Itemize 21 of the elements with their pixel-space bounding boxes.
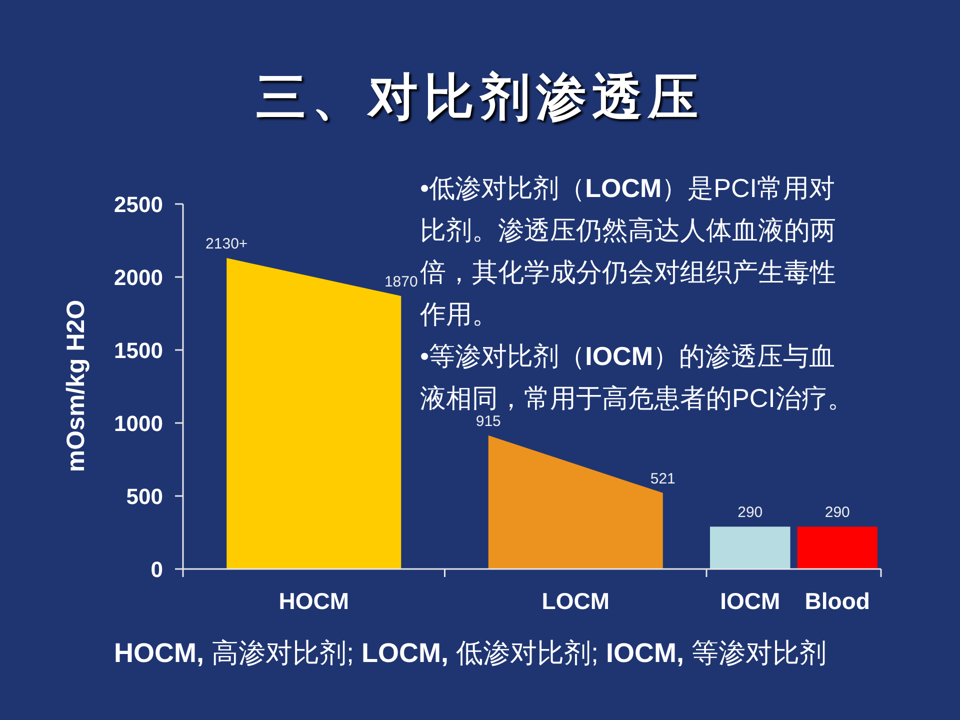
ytick-label: 2500 (114, 192, 163, 216)
annotation: •低渗对比剂（LOCM）是PCI常用对比剂。渗透压仍然高达人体血液的两倍，其化学成分仍会对组织产生毒性作用。 (420, 172, 837, 331)
value-label: 915 (476, 412, 501, 430)
value-label: 2130+ (206, 236, 248, 253)
ytick-label: 0 (150, 556, 163, 582)
ytick-label: 2000 (114, 264, 163, 290)
ytick-label: 500 (126, 484, 163, 508)
xtick-label: LOCM (542, 588, 610, 614)
xtick-label: Blood (804, 588, 870, 614)
annotation: •等渗对比剂（IOCM）的渗透压与血液相同，常用于高危患者的PCI治疗。 (420, 340, 854, 415)
value-label: 290 (824, 504, 850, 522)
title: 三、对比剂渗透压 (256, 69, 704, 125)
ytick-label: 1500 (114, 338, 163, 362)
value-label: 1870 (384, 273, 418, 290)
ytick-label: 1000 (114, 410, 163, 436)
value-label: 290 (738, 504, 763, 522)
ylabel: mOsm/kg H2O (62, 300, 90, 472)
xtick-label: HOCM (278, 588, 350, 614)
value-label: 521 (650, 470, 676, 488)
xtick-label: IOCM (720, 588, 780, 614)
text: HOCM, 高渗对比剂; LOCM, 低渗对比剂; IOCM, 等渗对比剂 (114, 637, 827, 670)
